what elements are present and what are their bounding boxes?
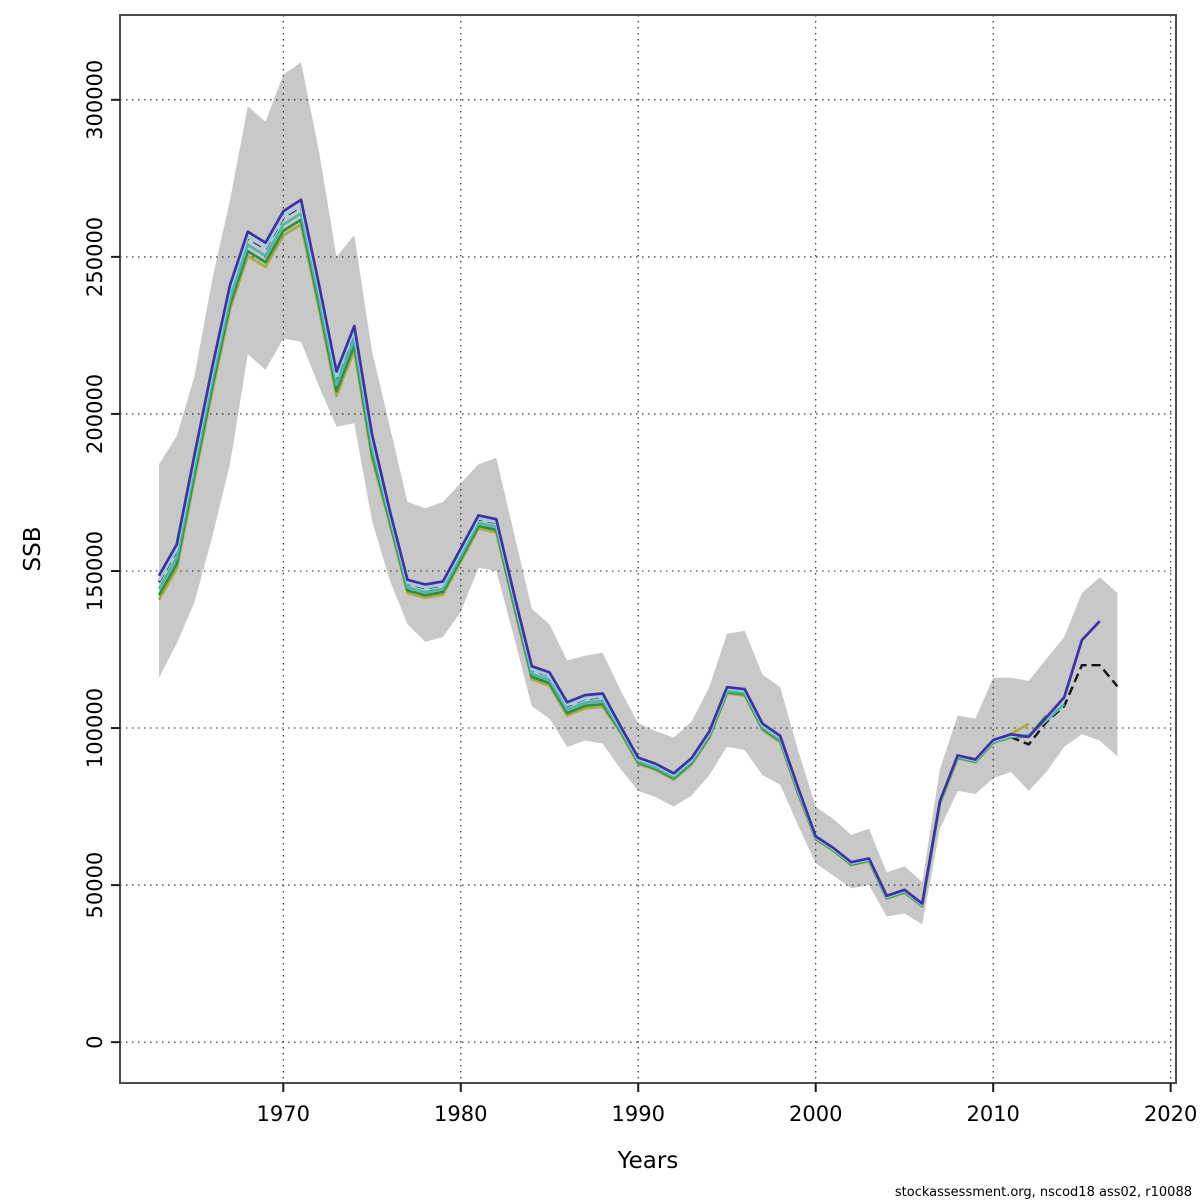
x-tick-label: 1970 — [257, 1102, 310, 1126]
x-tick-label: 1980 — [434, 1102, 487, 1126]
confidence-band — [159, 62, 1118, 925]
y-tick-label: 250000 — [83, 217, 107, 297]
y-tick-label: 150000 — [83, 531, 107, 611]
y-axis-title: SSB — [20, 527, 46, 572]
source-caption: stockassessment.org, nscod18 ass02, r100… — [895, 1185, 1192, 1200]
axis-tick-layer: 1970 1980 1990 2000 2010 2020 0 50000 100000 1500… — [83, 60, 1197, 1126]
confidence-band-layer — [159, 62, 1118, 925]
y-tick-label: 300000 — [83, 60, 107, 140]
x-tick-label: 2010 — [966, 1102, 1019, 1126]
series-layer — [157, 198, 1119, 908]
y-tick-label: 200000 — [83, 374, 107, 454]
x-tick-label: 2000 — [789, 1102, 842, 1126]
plot-box-border — [119, 14, 1177, 1084]
series-line-retro-peel-ending-2016 — [157, 198, 1101, 905]
y-tick-label: 50000 — [83, 852, 107, 919]
y-tick-label: 0 — [83, 1036, 107, 1049]
x-tick-label: 2020 — [1144, 1102, 1197, 1126]
x-tick-label: 1990 — [612, 1102, 665, 1126]
x-axis-title: Years — [617, 1148, 679, 1174]
y-tick-label: 100000 — [83, 688, 107, 768]
